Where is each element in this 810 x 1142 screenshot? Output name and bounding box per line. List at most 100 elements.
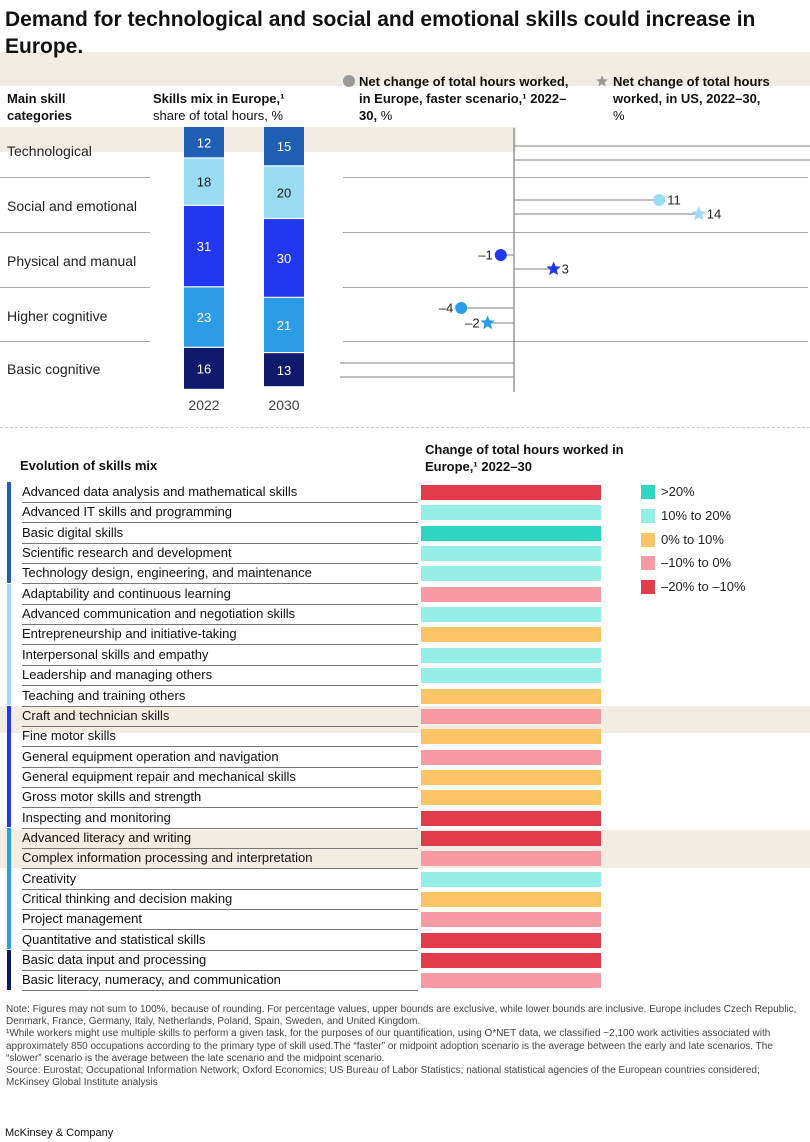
change-bin-bar [421,668,601,684]
change-bin-bar [421,688,601,704]
note-text: Note: Figures may not sum to 100%, becau… [6,1004,797,1028]
page-title: Demand for technological and social and … [5,8,756,58]
skill-row-label: Advanced communication and negotiation s… [22,604,418,626]
segment-value-label: 21 [277,318,291,333]
change-bin-bar [421,932,601,948]
change-value-label: –2 [465,316,479,331]
change-bin-bar [421,485,601,500]
skill-row-label: Entrepreneurship and initiative-taking [22,624,418,646]
legend-label: 10% to 20% [661,507,732,523]
section-divider [0,427,810,428]
category-label-technological: Technological [7,143,92,159]
skill-row-label: Interpersonal skills and empathy [22,645,418,666]
stacked-bar-segment [264,297,304,352]
us-star-marker [480,315,495,330]
skill-row-label: Basic data input and processing [22,950,418,972]
group-color-bar [7,950,11,990]
change-bin-bar [421,708,601,724]
stacked-bar-segment [264,219,304,297]
evolution-header: Evolution of skills mix [20,458,158,473]
change-bin-bar [421,953,601,969]
skill-row-label: Teaching and training others [22,686,418,707]
change-value-label: 3 [562,262,569,277]
skill-row-label: Adaptability and continuous learning [22,584,418,605]
skill-row-label: Inspecting and monitoring [22,808,418,829]
segment-value-label: 23 [197,310,211,325]
highlight-band-craft [0,706,810,733]
stacked-bar-segment [184,127,224,158]
highlight-band-header [0,52,810,86]
category-separator [0,232,150,233]
us-star-marker [546,261,561,276]
net-change-dot-chart: 2511–1–4–1429143–2–14 [340,128,810,392]
legend-swatch [641,532,655,547]
circle-legend-icon [343,75,355,87]
category-label-physical: Physical and manual [7,253,137,269]
change-value-label: 11 [667,193,681,208]
category-separator [0,341,150,342]
change-bin-bar [421,769,601,785]
skill-row-label: General equipment operation and navigati… [22,747,418,768]
change-header: Change of total hours worked in Europe,¹… [425,442,624,474]
legend-label: –10% to 0% [661,555,732,571]
category-label-social: Social and emotional [7,198,137,214]
category-separator [343,341,808,342]
change-bin-bar [421,647,601,663]
skill-row-label: Advanced literacy and writing [22,828,418,849]
change-bin-bar [421,566,601,582]
europe-circle-marker [653,194,666,206]
star-legend-icon [596,75,608,87]
skill-row-label: Scientific research and development [22,543,418,565]
skill-row-label: Critical thinking and decision making [22,889,418,910]
skill-row-label: Complex information processing and inter… [22,848,418,870]
category-separator [0,177,150,178]
skill-row-label: Basic digital skills [22,523,418,544]
change-bin-bar [421,871,601,887]
group-color-bar [7,827,11,950]
skill-row-label: Basic literacy, numeracy, and communicat… [22,970,418,992]
change-value-label: 14 [707,207,721,222]
skill-row-label: Creativity [22,869,418,890]
change-bin-bar [421,627,601,643]
change-bin-bar [421,892,601,907]
segment-value-label: 31 [197,239,211,254]
source-text: Source: Eurostat; Occupational Informati… [6,1065,760,1089]
segment-value-label: 30 [277,251,291,266]
europe-circle-marker [455,302,468,314]
change-bin-bar [421,505,601,521]
legend-swatch [641,485,655,499]
legend-swatch [641,508,655,523]
category-separator [343,177,808,178]
skill-row-label: Craft and technician skills [22,706,418,727]
group-color-bar [7,482,11,583]
skill-row-label: Quantitative and statistical skills [22,930,418,951]
skill-row-label: Leadership and managing others [22,665,418,687]
legend-label: 0% to 10% [661,531,724,547]
europe-circle-marker [494,249,507,261]
stacked-bar-segment [264,353,304,387]
segment-value-label: 20 [277,185,291,200]
group-color-bar [7,705,11,827]
category-separator [343,287,808,288]
change-bin-bar [421,546,601,562]
skill-row-label: Advanced data analysis and mathematical … [22,482,418,503]
brand-logo-text: McKinsey & Company [5,1127,114,1139]
change-bin-bar [421,973,601,989]
change-bin-bar [421,729,601,745]
stacked-bar-segment [184,347,224,389]
highlight-band-technological [0,127,516,152]
year-tick-label: 2030 [268,397,299,413]
segment-value-label: 12 [197,135,211,150]
category-separator [0,287,150,288]
change-bin-bar [421,586,601,602]
us-legend-header: Net change of total hours worked, in US,… [595,73,795,124]
change-bin-bar [421,525,601,541]
category-label-higher: Higher cognitive [7,308,108,324]
change-bin-bar [421,830,601,846]
stacked-bar-segment [184,205,224,287]
change-bin-bar [421,912,601,928]
skill-row-label: Technology design, engineering, and main… [22,563,418,585]
legend-swatch [641,556,655,571]
change-bin-bar [421,607,601,623]
